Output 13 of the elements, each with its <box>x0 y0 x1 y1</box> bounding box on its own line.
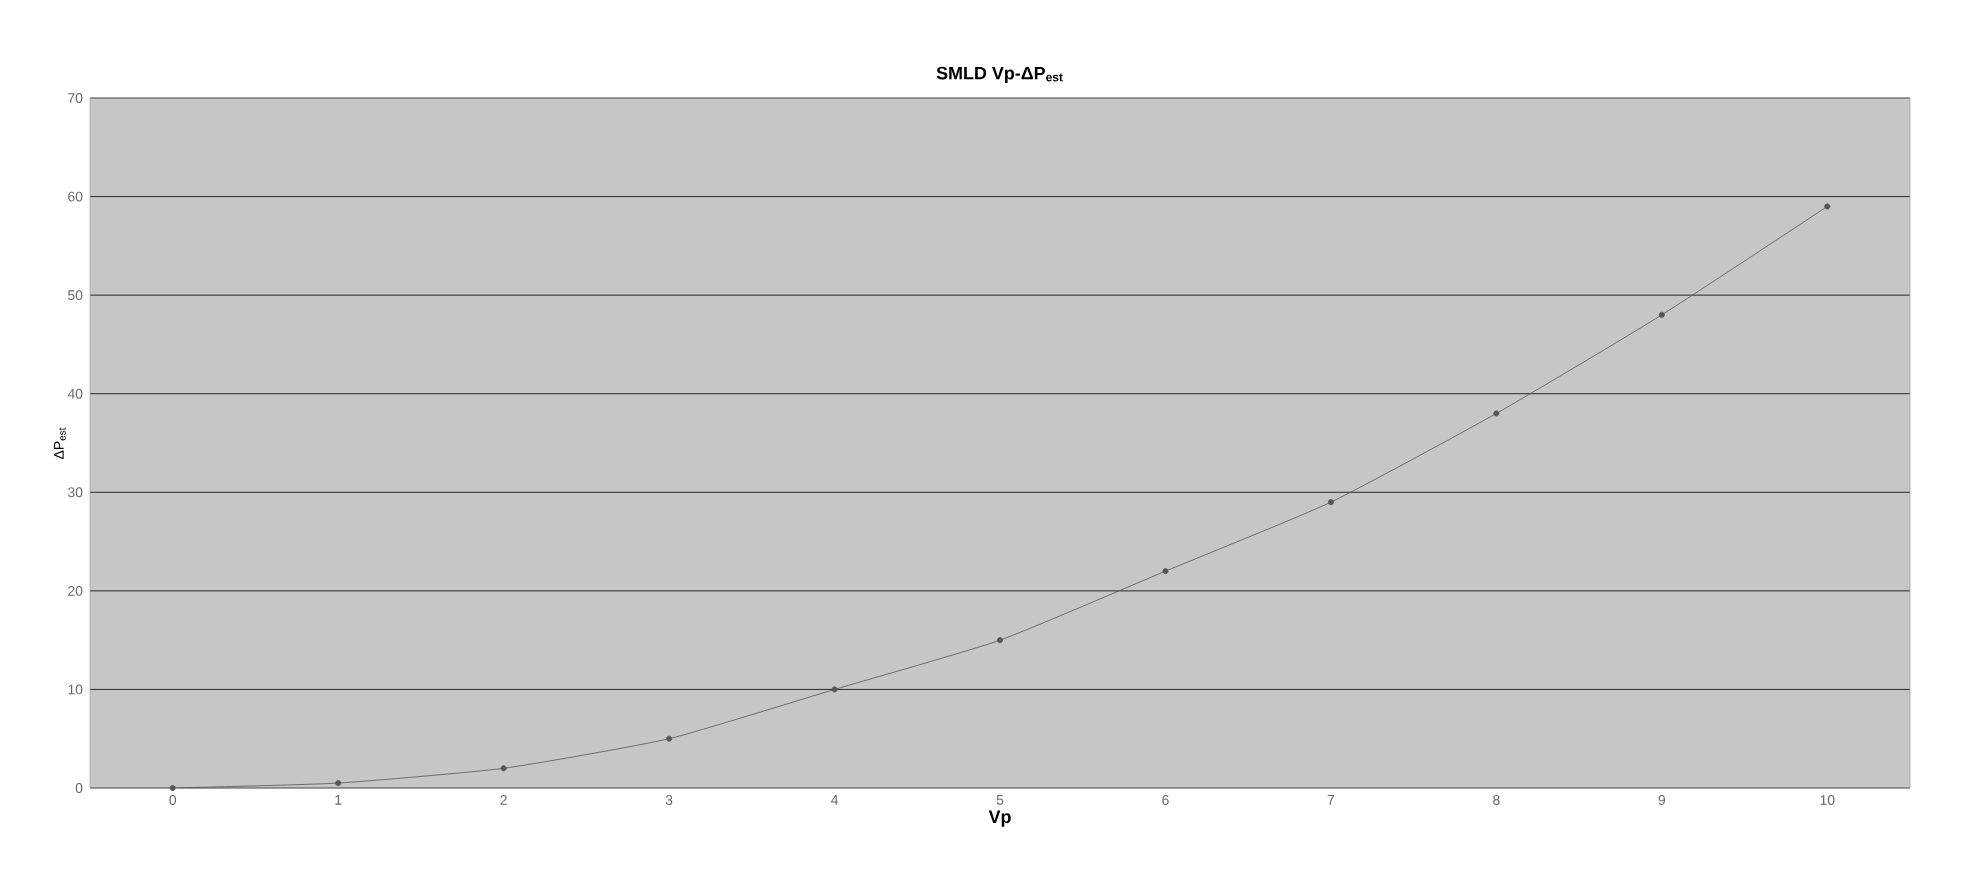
point <box>1493 410 1500 417</box>
x-axis-title: Vp <box>988 810 1011 827</box>
point <box>1824 203 1831 210</box>
point <box>666 735 673 742</box>
chart-title: SMLD Vp-ΔP$_{est}$ <box>936 66 1063 83</box>
point <box>1162 568 1169 575</box>
point <box>335 780 342 787</box>
point <box>831 686 838 693</box>
point <box>1327 499 1334 506</box>
point <box>997 637 1003 644</box>
point <box>500 765 507 772</box>
point <box>1658 311 1665 318</box>
point <box>169 785 176 791</box>
